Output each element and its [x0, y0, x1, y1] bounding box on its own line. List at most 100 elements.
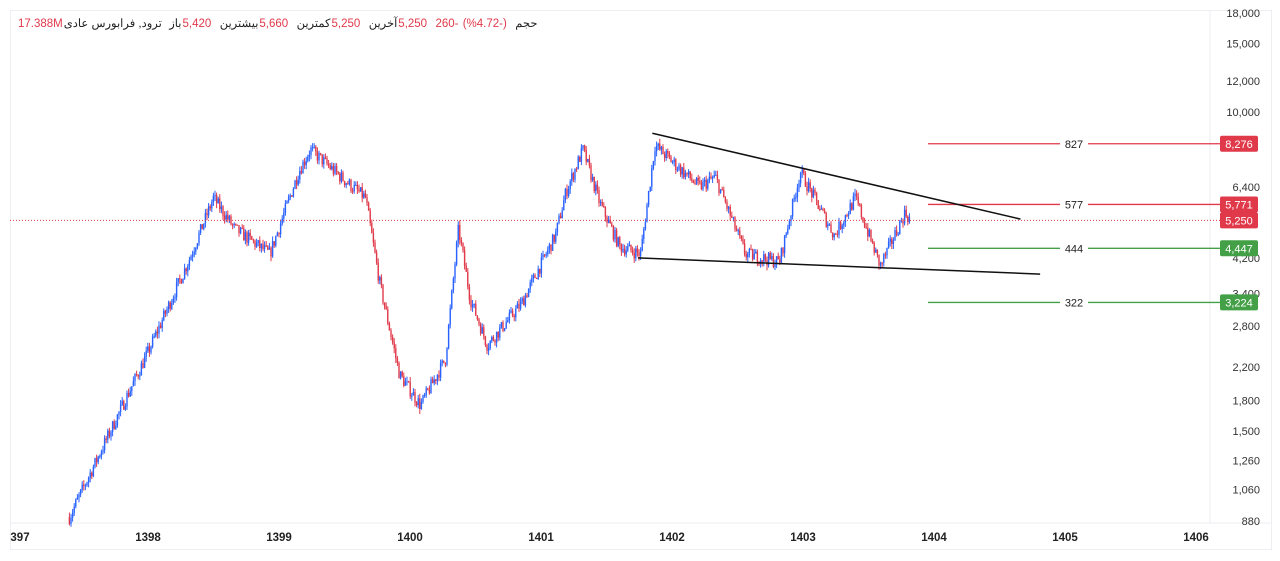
- candle-body: [884, 254, 887, 256]
- candle-body: [158, 325, 160, 334]
- candle-body: [191, 254, 194, 257]
- candle-body: [761, 260, 763, 262]
- candle-body: [713, 175, 715, 178]
- candle-body: [828, 224, 831, 226]
- candle-body: [463, 250, 466, 266]
- candle-body: [699, 180, 701, 183]
- candle-body: [483, 327, 485, 337]
- candle-body: [529, 282, 531, 289]
- candle-body: [532, 275, 535, 279]
- candle-body: [846, 215, 848, 217]
- candle-body: [414, 392, 416, 403]
- candle-body: [292, 188, 295, 197]
- candle-body: [587, 159, 589, 162]
- candle-body: [359, 187, 362, 192]
- candle-body: [751, 249, 754, 260]
- candle-body: [241, 227, 243, 229]
- candle-body: [870, 229, 872, 241]
- candle-body: [187, 266, 189, 272]
- candle-body: [795, 197, 797, 199]
- candle-body: [763, 254, 765, 262]
- legend-close: 5,250آخرین: [368, 18, 428, 30]
- y-tick-label: 12,000: [1226, 76, 1260, 88]
- candle-body: [238, 225, 240, 234]
- candle-body: [689, 171, 691, 179]
- candle-body: [889, 238, 891, 242]
- candle-body: [102, 450, 104, 453]
- candle-body: [646, 205, 648, 223]
- candle-body: [326, 158, 328, 164]
- x-tick-label: 1398: [135, 532, 161, 544]
- candle-body: [107, 430, 109, 440]
- candle-body: [73, 506, 75, 513]
- candle-body: [647, 191, 650, 206]
- candle-body: [355, 184, 357, 186]
- candle-body: [671, 161, 674, 163]
- candle-body: [903, 209, 906, 224]
- candle-body: [118, 411, 120, 415]
- candle-body: [502, 322, 504, 331]
- candle-body: [395, 348, 397, 358]
- candle-body: [391, 337, 394, 343]
- candle-body: [505, 322, 507, 329]
- candle-body: [580, 147, 583, 162]
- candle-body: [76, 497, 79, 500]
- candle-body: [694, 182, 696, 184]
- candle-body: [297, 179, 299, 185]
- candle-body: [772, 256, 775, 268]
- candle-body: [393, 342, 395, 349]
- candle-body: [203, 223, 205, 230]
- candle-body: [300, 171, 303, 174]
- candle-body: [303, 161, 306, 166]
- candle-body: [201, 224, 203, 230]
- candle-body: [902, 220, 904, 224]
- candle-body: [524, 295, 527, 306]
- candle-body: [607, 219, 610, 223]
- candle-body: [339, 173, 341, 182]
- candle-body: [764, 254, 767, 261]
- price-badge-444: [1220, 240, 1258, 257]
- candle-body: [711, 177, 714, 179]
- candle-body: [571, 173, 573, 182]
- candle-body: [206, 212, 208, 216]
- level-label: 322: [1065, 297, 1083, 309]
- candle-body: [567, 188, 570, 196]
- candle-body: [623, 248, 626, 255]
- candle-body: [419, 398, 421, 409]
- candle-body: [782, 248, 784, 254]
- candle-body: [278, 232, 280, 235]
- candle-body: [849, 203, 851, 215]
- candle-body: [193, 251, 195, 255]
- candle-body: [604, 206, 607, 218]
- candle-body: [121, 400, 123, 405]
- candle-body: [811, 188, 813, 198]
- candle-body: [494, 340, 496, 343]
- candle-body: [771, 256, 773, 259]
- candle-body: [348, 179, 351, 185]
- candle-body: [486, 345, 488, 351]
- lower-trendline: [637, 257, 1041, 275]
- candle-body: [540, 257, 543, 274]
- candle-body: [284, 203, 287, 213]
- candle-body: [556, 222, 559, 232]
- candle-body: [673, 159, 675, 162]
- candle-body: [291, 195, 293, 197]
- candle-body: [108, 430, 111, 437]
- candle-body: [582, 145, 584, 148]
- candle-body: [351, 190, 354, 192]
- candle-body: [783, 235, 786, 254]
- candle-body: [452, 278, 455, 291]
- candle-body: [619, 237, 621, 245]
- candle-body: [332, 166, 335, 174]
- candle-body: [809, 182, 811, 189]
- price-badge-text: 3,224: [1225, 297, 1253, 309]
- candle-body: [438, 374, 440, 378]
- candle-body: [239, 227, 242, 234]
- candle-body: [495, 331, 498, 343]
- candle-body: [583, 145, 586, 150]
- candle-body: [340, 172, 343, 182]
- candle-body: [367, 202, 370, 211]
- candle-body: [289, 195, 291, 198]
- candle-body: [436, 374, 439, 381]
